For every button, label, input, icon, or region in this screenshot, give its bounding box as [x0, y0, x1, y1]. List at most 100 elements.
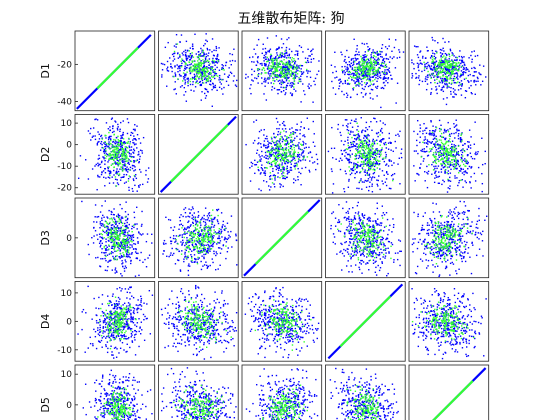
scatter-point: [276, 142, 278, 145]
scatter-point: [106, 249, 108, 251]
scatter-point: [418, 174, 420, 176]
scatter-point: [286, 85, 288, 87]
scatter-point: [433, 143, 435, 145]
scatter-point: [453, 146, 456, 148]
scatter-point: [130, 156, 133, 159]
scatter-point: [166, 60, 169, 63]
scatter-point: [134, 138, 137, 141]
scatter-point: [306, 75, 308, 78]
scatter-point: [430, 68, 432, 71]
scatter-point: [111, 131, 114, 134]
scatter-point: [97, 162, 99, 165]
scatter-point: [204, 67, 207, 69]
scatter-point: [142, 261, 144, 263]
scatter-point: [289, 147, 292, 150]
scatter-point: [265, 144, 267, 147]
scatter-point: [120, 140, 122, 142]
scatter-point: [446, 172, 448, 174]
scatter-point: [388, 137, 390, 139]
scatter-point: [288, 37, 290, 39]
scatter-point: [282, 149, 284, 151]
scatter-point: [260, 189, 262, 192]
scatter-point: [439, 76, 442, 78]
scatter-point: [471, 58, 473, 61]
scatter-point: [369, 81, 372, 83]
scatter-point: [380, 77, 382, 79]
scatter-point: [435, 165, 437, 167]
scatter-point: [106, 155, 108, 158]
scatter-point: [358, 75, 360, 77]
scatter-point: [351, 73, 353, 75]
scatter-point: [344, 79, 347, 82]
scatter-point: [294, 60, 297, 63]
scatter-point: [269, 55, 272, 58]
scatter-point: [424, 138, 427, 140]
scatter-point: [198, 55, 200, 57]
scatter-point: [282, 74, 285, 77]
scatter-point: [375, 56, 377, 58]
scatter-point: [279, 183, 281, 185]
scatter-point: [358, 63, 360, 66]
scatter-point: [106, 246, 108, 249]
scatter-point: [300, 68, 302, 70]
scatter-point: [221, 88, 223, 90]
scatter-point: [274, 160, 276, 162]
scatter-point: [286, 38, 288, 41]
scatter-point: [288, 60, 290, 62]
scatter-point: [461, 157, 463, 160]
scatter-point: [204, 43, 206, 45]
scatter-point: [372, 138, 374, 141]
scatter-point: [122, 141, 124, 144]
scatter-point: [453, 75, 456, 78]
scatter-point: [144, 258, 146, 261]
scatter-point: [268, 162, 271, 165]
scatter-point: [171, 70, 173, 73]
scatter-point: [432, 154, 434, 156]
scatter-point: [451, 72, 453, 74]
scatter-point: [255, 77, 258, 80]
scatter-point: [461, 179, 463, 181]
scatter-point: [281, 140, 284, 143]
scatter-point: [358, 150, 360, 153]
scatter-point: [427, 76, 429, 79]
scatter-point: [292, 143, 294, 146]
scatter-point: [373, 61, 375, 64]
scatter-point: [171, 67, 173, 69]
scatter-point: [288, 142, 290, 145]
scatter-point: [344, 73, 346, 76]
scatter-point: [448, 41, 450, 43]
scatter-point: [356, 44, 358, 47]
scatter-point: [105, 241, 107, 243]
scatter-point: [367, 159, 369, 162]
scatter-point: [449, 147, 452, 149]
scatter-point: [285, 61, 288, 64]
scatter-point: [357, 80, 359, 82]
scatter-point: [346, 96, 348, 99]
scatter-point: [462, 168, 464, 170]
scatter-point: [438, 139, 441, 141]
scatter-point: [474, 121, 476, 123]
scatter-point: [254, 77, 256, 79]
scatter-point: [203, 72, 205, 75]
scatter-point: [129, 247, 131, 249]
scatter-point: [102, 258, 104, 260]
scatter-point: [370, 179, 373, 181]
scatter-point: [121, 275, 123, 277]
scatter-point: [363, 60, 365, 63]
scatter-point: [119, 142, 122, 145]
scatter-point: [449, 133, 451, 136]
scatter-point: [122, 148, 124, 150]
scatter-point: [441, 148, 444, 150]
scatter-point: [271, 138, 273, 140]
scatter-point: [263, 54, 266, 57]
scatter-point: [129, 256, 131, 259]
scatter-point: [362, 144, 364, 147]
scatter-point: [115, 147, 117, 149]
scatter-point: [131, 167, 134, 170]
scatter-point: [114, 152, 117, 154]
scatter-point: [135, 252, 138, 254]
scatter-point: [145, 169, 147, 172]
scatter-point: [205, 80, 208, 82]
scatter-point: [351, 172, 353, 174]
scatter-point: [295, 70, 297, 73]
